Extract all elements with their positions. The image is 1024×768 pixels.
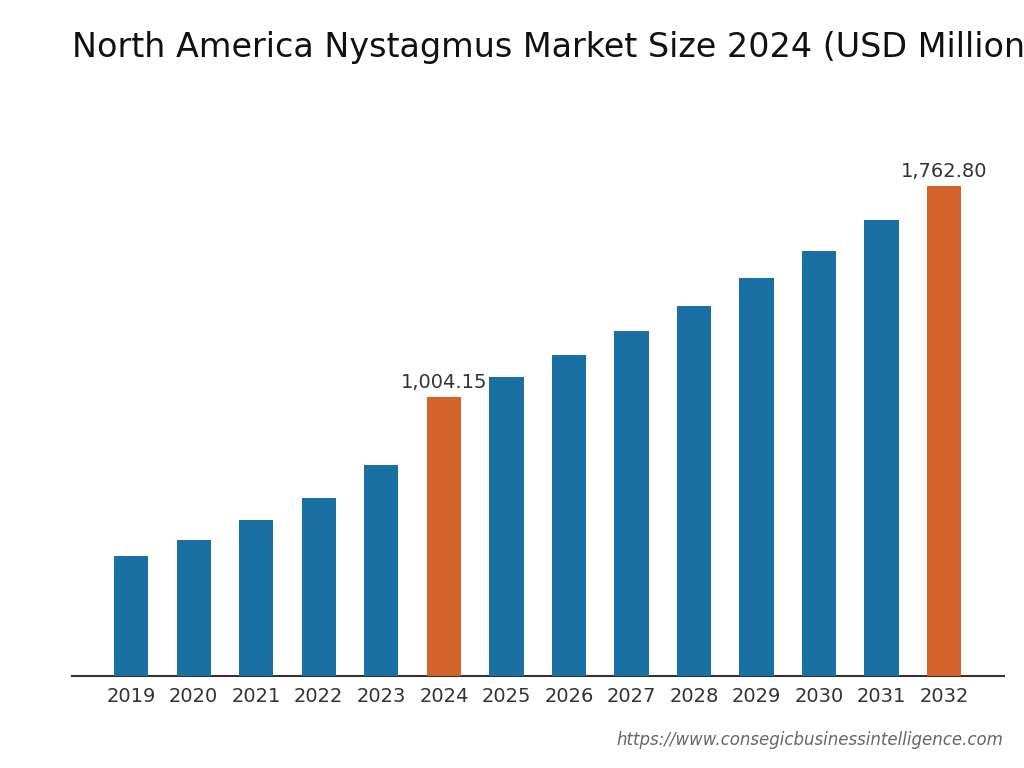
Bar (864, 220, 899, 676)
Bar (489, 377, 523, 676)
Text: https://www.consegicbusinessintelligence.com: https://www.consegicbusinessintelligence… (616, 731, 1004, 749)
Text: North America Nystagmus Market Size 2024 (USD Million): North America Nystagmus Market Size 2024… (72, 31, 1024, 65)
Bar (114, 556, 148, 676)
Text: 1,762.80: 1,762.80 (901, 162, 987, 181)
Bar (802, 250, 837, 676)
Bar (677, 306, 711, 676)
Bar (239, 520, 273, 676)
Bar (176, 540, 211, 676)
Bar (427, 397, 461, 676)
Text: 1,004.15: 1,004.15 (400, 372, 487, 392)
Bar (365, 465, 398, 676)
Bar (614, 331, 648, 676)
Bar (552, 355, 586, 676)
Bar (739, 278, 773, 676)
Bar (302, 498, 336, 676)
Bar (927, 186, 962, 676)
